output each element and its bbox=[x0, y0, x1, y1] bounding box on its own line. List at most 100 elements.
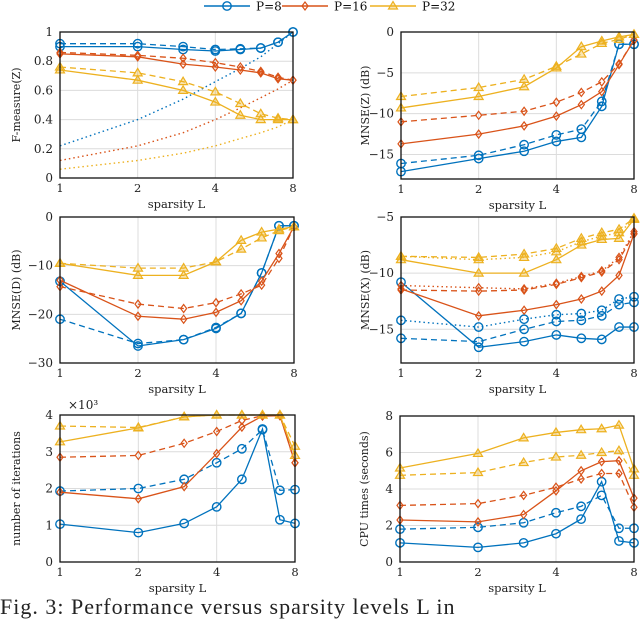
data-point bbox=[575, 424, 587, 434]
data-point bbox=[256, 232, 268, 242]
data-point bbox=[551, 528, 561, 539]
data-point bbox=[473, 254, 485, 264]
series-p16-dashed bbox=[56, 410, 299, 468]
data-point bbox=[473, 322, 484, 332]
data-point bbox=[576, 308, 587, 319]
data-point bbox=[132, 38, 143, 49]
x-tick-label: 8 bbox=[290, 366, 297, 380]
data-point bbox=[179, 303, 188, 314]
data-point bbox=[273, 37, 283, 48]
data-point bbox=[519, 336, 529, 347]
data-point bbox=[237, 295, 245, 306]
data-point bbox=[596, 37, 608, 48]
y-tick-label: 0.4 bbox=[34, 113, 53, 127]
data-point bbox=[238, 415, 246, 426]
x-tick-label: 2 bbox=[134, 366, 141, 380]
data-point bbox=[133, 483, 144, 494]
data-point bbox=[550, 451, 562, 461]
y-tick-label: 4 bbox=[45, 408, 53, 422]
data-point bbox=[234, 97, 246, 108]
data-point bbox=[596, 230, 608, 240]
data-point bbox=[598, 76, 606, 87]
data-point bbox=[179, 59, 187, 70]
data-point bbox=[576, 124, 587, 135]
y-tick-label: 3 bbox=[45, 445, 53, 459]
data-point bbox=[473, 150, 484, 161]
series-line bbox=[399, 460, 635, 523]
series-p32-dashed bbox=[54, 61, 299, 124]
legend-label: P=32 bbox=[422, 0, 455, 14]
legend-marker-circle bbox=[222, 1, 232, 11]
data-point bbox=[134, 299, 142, 310]
x-tick-label: 4 bbox=[553, 366, 560, 380]
data-point bbox=[615, 455, 623, 466]
data-point bbox=[598, 267, 606, 278]
y-tick-label: 2 bbox=[45, 482, 53, 496]
data-point bbox=[613, 227, 625, 237]
series-p32-dotted bbox=[395, 213, 640, 264]
series-line bbox=[59, 226, 295, 310]
x-tick-label: 1 bbox=[56, 366, 63, 380]
data-point bbox=[597, 468, 606, 479]
series-line bbox=[59, 414, 296, 447]
data-point bbox=[551, 309, 562, 320]
series-line bbox=[400, 39, 635, 145]
data-point bbox=[551, 129, 562, 140]
series-line bbox=[59, 426, 296, 534]
data-point bbox=[576, 333, 587, 344]
y-tick-label: 0 bbox=[45, 555, 53, 569]
data-point bbox=[613, 33, 625, 43]
y-tick-label: 0.2 bbox=[34, 142, 53, 156]
series-line bbox=[399, 472, 635, 508]
data-point bbox=[257, 276, 266, 287]
x-axis-label: sparsity L bbox=[489, 382, 547, 396]
y-axis-label: MNSE(Z) (dB) bbox=[359, 66, 372, 146]
data-point bbox=[211, 322, 221, 333]
data-point bbox=[473, 522, 483, 533]
series-p16-solid bbox=[397, 228, 638, 321]
data-point bbox=[576, 315, 587, 326]
data-point bbox=[133, 338, 143, 349]
data-point bbox=[552, 482, 560, 493]
data-point bbox=[472, 466, 484, 477]
plot-frame bbox=[59, 216, 295, 364]
data-point bbox=[518, 267, 530, 277]
data-point bbox=[474, 310, 483, 321]
data-point bbox=[474, 110, 483, 121]
data-point bbox=[575, 236, 587, 246]
data-point bbox=[211, 409, 223, 419]
legend-marker-diamond bbox=[301, 0, 309, 11]
data-point bbox=[275, 485, 285, 496]
x-tick-label: 1 bbox=[56, 565, 63, 579]
data-point bbox=[474, 516, 482, 527]
data-point bbox=[575, 449, 587, 459]
y-tick-label: 1 bbox=[45, 25, 53, 39]
series-line bbox=[59, 414, 296, 463]
data-point bbox=[179, 518, 190, 529]
data-point bbox=[518, 73, 530, 83]
data-point bbox=[236, 62, 245, 73]
x-tick-label: 2 bbox=[135, 565, 142, 579]
series-line bbox=[59, 51, 294, 81]
data-point bbox=[519, 490, 528, 501]
data-point bbox=[274, 409, 286, 419]
data-point bbox=[519, 146, 529, 157]
x-tick-label: 2 bbox=[474, 565, 481, 579]
y-axis-label: F-measure(Z) bbox=[10, 67, 23, 142]
data-point bbox=[520, 106, 528, 117]
data-point bbox=[473, 153, 484, 164]
series-line bbox=[59, 31, 294, 147]
data-point bbox=[597, 456, 606, 467]
data-point bbox=[519, 509, 528, 520]
series-p16-dashed bbox=[56, 47, 297, 86]
data-point bbox=[178, 411, 190, 421]
y-axis-label: MNSE(X) (dB) bbox=[359, 250, 372, 330]
x-tick-label: 1 bbox=[396, 565, 403, 579]
y-axis-label: CPU times (seconds) bbox=[358, 431, 371, 547]
data-point bbox=[255, 43, 266, 53]
data-point bbox=[212, 307, 220, 318]
data-point bbox=[577, 272, 586, 283]
data-point bbox=[551, 330, 562, 340]
data-point bbox=[473, 90, 485, 101]
x-tick-label: 8 bbox=[289, 181, 296, 195]
